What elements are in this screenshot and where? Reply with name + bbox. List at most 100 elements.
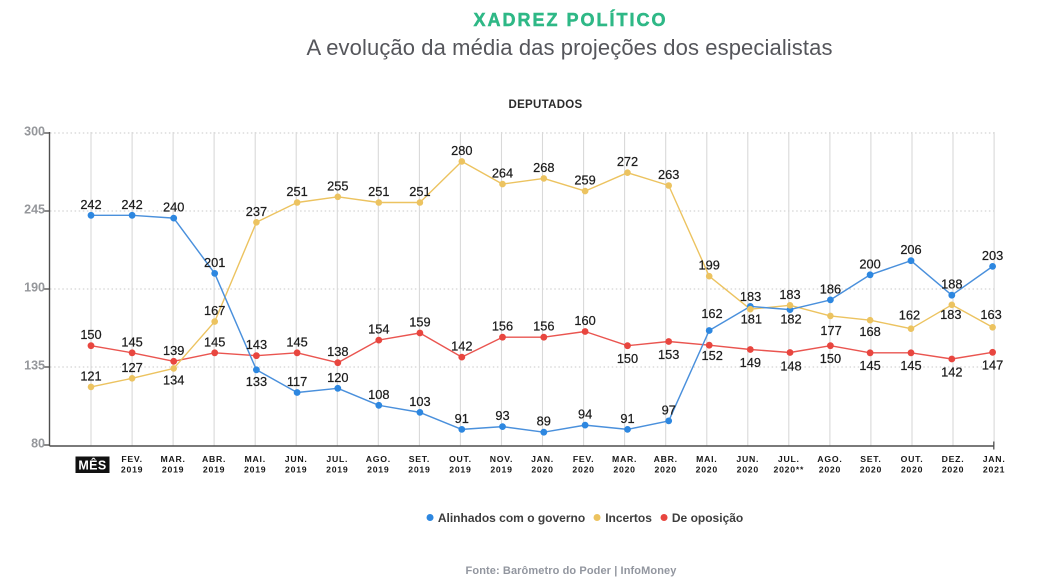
svg-text:280: 280 — [451, 143, 472, 158]
svg-text:2019: 2019 — [449, 465, 471, 475]
svg-text:159: 159 — [409, 315, 430, 330]
svg-text:181: 181 — [741, 312, 762, 327]
svg-text:167: 167 — [204, 303, 225, 318]
svg-text:186: 186 — [820, 281, 841, 296]
svg-text:2020: 2020 — [737, 465, 759, 475]
svg-text:134: 134 — [163, 372, 184, 387]
svg-text:152: 152 — [702, 348, 723, 363]
svg-text:150: 150 — [820, 351, 841, 366]
svg-text:300: 300 — [24, 124, 45, 138]
svg-text:MAR.: MAR. — [160, 454, 185, 464]
svg-text:145: 145 — [121, 334, 142, 349]
svg-text:259: 259 — [574, 173, 595, 188]
svg-text:251: 251 — [368, 184, 389, 199]
svg-text:NOV.: NOV. — [490, 454, 513, 464]
svg-text:135: 135 — [24, 358, 45, 372]
svg-text:MÊS: MÊS — [78, 458, 106, 473]
svg-text:200: 200 — [859, 256, 880, 271]
svg-text:91: 91 — [455, 411, 469, 426]
svg-text:199: 199 — [699, 258, 720, 273]
svg-text:MAI.: MAI. — [696, 454, 717, 464]
svg-text:SET.: SET. — [409, 454, 430, 464]
svg-text:206: 206 — [900, 242, 921, 257]
svg-text:JUL.: JUL. — [326, 454, 348, 464]
svg-text:JUN.: JUN. — [285, 454, 308, 464]
svg-text:150: 150 — [617, 351, 638, 366]
svg-text:182: 182 — [780, 312, 801, 327]
svg-text:2020: 2020 — [696, 465, 718, 475]
svg-text:142: 142 — [941, 364, 962, 379]
svg-text:2019: 2019 — [203, 465, 225, 475]
svg-text:168: 168 — [859, 324, 880, 339]
svg-text:JAN.: JAN. — [531, 454, 554, 464]
svg-text:91: 91 — [620, 411, 634, 426]
svg-text:117: 117 — [287, 374, 307, 389]
svg-text:190: 190 — [24, 280, 45, 294]
svg-text:156: 156 — [533, 319, 554, 334]
svg-text:242: 242 — [121, 197, 142, 212]
svg-text:127: 127 — [121, 360, 142, 375]
svg-text:2019: 2019 — [408, 465, 430, 475]
svg-text:163: 163 — [980, 307, 1001, 322]
svg-text:FEV.: FEV. — [121, 454, 143, 464]
svg-text:242: 242 — [80, 197, 101, 212]
svg-text:148: 148 — [780, 359, 801, 374]
svg-text:203: 203 — [982, 248, 1003, 263]
svg-text:2020: 2020 — [613, 465, 635, 475]
svg-text:154: 154 — [368, 322, 389, 337]
svg-text:183: 183 — [940, 307, 961, 322]
svg-text:2020: 2020 — [531, 465, 553, 475]
svg-text:162: 162 — [701, 306, 722, 321]
svg-text:2019: 2019 — [367, 465, 389, 475]
svg-text:142: 142 — [451, 339, 472, 354]
svg-text:2020: 2020 — [942, 465, 964, 475]
svg-text:240: 240 — [163, 200, 184, 215]
svg-text:153: 153 — [658, 347, 679, 362]
svg-text:121: 121 — [80, 368, 101, 383]
svg-text:2020**: 2020** — [774, 465, 805, 475]
svg-text:263: 263 — [658, 167, 679, 182]
svg-text:94: 94 — [578, 407, 592, 422]
svg-text:188: 188 — [941, 277, 962, 292]
svg-text:147: 147 — [982, 358, 1003, 373]
svg-text:2019: 2019 — [162, 465, 184, 475]
svg-text:237: 237 — [246, 204, 267, 219]
svg-text:2020: 2020 — [655, 465, 677, 475]
svg-text:245: 245 — [24, 202, 45, 216]
svg-text:2019: 2019 — [244, 465, 266, 475]
svg-text:AGO.: AGO. — [817, 454, 842, 464]
svg-text:183: 183 — [779, 287, 800, 302]
svg-text:150: 150 — [80, 327, 101, 342]
svg-text:272: 272 — [617, 154, 638, 169]
svg-text:89: 89 — [537, 414, 551, 429]
svg-text:177: 177 — [820, 323, 841, 338]
svg-text:93: 93 — [495, 408, 509, 423]
svg-text:ABR.: ABR. — [202, 454, 226, 464]
svg-text:OUT.: OUT. — [449, 454, 472, 464]
svg-text:ABR.: ABR. — [654, 454, 678, 464]
svg-text:DEZ.: DEZ. — [942, 454, 965, 464]
svg-text:SET.: SET. — [860, 454, 881, 464]
svg-text:2020: 2020 — [819, 465, 841, 475]
svg-text:255: 255 — [327, 178, 348, 193]
svg-text:103: 103 — [409, 394, 430, 409]
svg-text:FEV.: FEV. — [573, 454, 595, 464]
svg-text:2019: 2019 — [121, 465, 143, 475]
svg-text:138: 138 — [327, 344, 348, 359]
svg-text:MAI.: MAI. — [245, 454, 266, 464]
svg-text:145: 145 — [900, 358, 921, 373]
svg-text:145: 145 — [286, 334, 307, 349]
svg-text:264: 264 — [492, 166, 513, 181]
svg-text:133: 133 — [246, 374, 267, 389]
svg-text:JAN.: JAN. — [983, 454, 1006, 464]
svg-text:268: 268 — [533, 160, 554, 175]
svg-text:2019: 2019 — [285, 465, 307, 475]
svg-text:MAR.: MAR. — [612, 454, 637, 464]
svg-text:149: 149 — [740, 355, 761, 370]
svg-text:143: 143 — [246, 337, 267, 352]
svg-text:2019: 2019 — [326, 465, 348, 475]
svg-text:JUL.: JUL. — [778, 454, 800, 464]
svg-text:145: 145 — [204, 334, 225, 349]
svg-text:139: 139 — [163, 343, 184, 358]
svg-text:120: 120 — [327, 370, 348, 385]
